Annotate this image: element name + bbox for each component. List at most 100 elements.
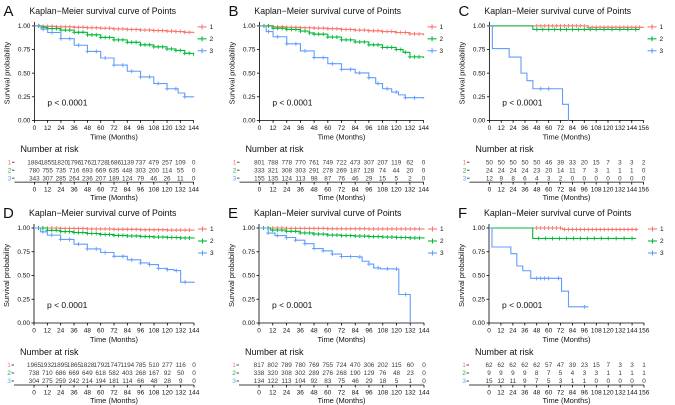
risk-count: 0 [642, 378, 646, 385]
risk-count: 473 [350, 159, 361, 166]
risk-count: 200 [148, 167, 159, 174]
y-tick-label: 0.50 [243, 70, 256, 77]
risk-x-tick-label: 60 [97, 187, 105, 194]
risk-x-tick-label: 108 [591, 390, 602, 397]
risk-count: 710 [42, 370, 53, 377]
risk-x-tick-label: 24 [57, 187, 65, 194]
x-tick-label: 24 [57, 328, 65, 335]
risk-count: 307 [42, 175, 53, 182]
km-panel-d: D Kaplan−Meier survival curve of Points 1.… [0, 202, 225, 405]
km-panel-b: B Kaplan−Meier survival curve of Points 1.… [225, 0, 455, 202]
risk-x-tick-label: 0 [32, 390, 36, 397]
risk-x-tick-label: 144 [419, 390, 430, 397]
survival-curve-3 [489, 25, 570, 121]
risk-count: 0 [606, 378, 610, 385]
x-tick-label: 0 [257, 328, 261, 335]
risk-count: 113 [295, 175, 306, 182]
risk-count: 8 [535, 370, 539, 377]
panel-title: Kaplan−Meier survival curve of Points [254, 208, 402, 218]
km-panel-e: E Kaplan−Meier survival curve of Points 1.… [225, 202, 455, 405]
p-value: p < 0.0001 [47, 300, 88, 310]
risk-count: 124 [122, 175, 133, 182]
risk-count: 722 [336, 159, 347, 166]
x-tick-label: 132 [615, 328, 626, 335]
risk-x-tick-label: 84 [124, 187, 132, 194]
risk-x-tick-label: 144 [626, 187, 637, 194]
risk-count: 113 [281, 378, 292, 385]
risk-x-tick-label: 60 [324, 390, 332, 397]
x-tick-label: 0 [487, 328, 491, 335]
risk-count: 3 [618, 159, 622, 166]
risk-count: 7 [583, 167, 587, 174]
risk-count: 28 [164, 378, 172, 385]
risk-count: 134 [254, 378, 265, 385]
x-tick-label: 144 [189, 328, 200, 335]
risk-count: 268 [336, 370, 347, 377]
risk-count: 46 [352, 378, 360, 385]
x-tick-label: 144 [627, 328, 638, 335]
x-tick-label: 12 [269, 328, 277, 335]
risk-count: 0 [595, 378, 599, 385]
y-axis-label: Survival probability [457, 244, 466, 307]
x-tick-label: 36 [297, 328, 305, 335]
risk-count: 1 [642, 370, 646, 377]
x-tick-label: 24 [283, 328, 291, 335]
risk-count: 15 [485, 378, 493, 385]
risk-count: 7 [547, 370, 551, 377]
panel-title: Kaplan−Meier survival curve of Points [254, 6, 401, 16]
x-tick-label: 36 [71, 125, 79, 132]
y-tick-label: 0.50 [473, 70, 486, 77]
y-axis-label: Survival probability [2, 244, 11, 307]
risk-count: 1895 [54, 362, 69, 369]
risk-count: 62 [406, 159, 414, 166]
risk-count: 338 [254, 370, 265, 377]
risk-count: 76 [338, 175, 346, 182]
risk-x-tick-label: 60 [545, 187, 553, 194]
risk-x-tick-label: 108 [149, 390, 160, 397]
risk-count: 46 [352, 175, 360, 182]
risk-count: 5 [547, 378, 551, 385]
risk-row-label-2: 2 [232, 370, 236, 377]
risk-count: 189 [109, 175, 120, 182]
km-plot-svg-F: F Kaplan−Meier survival curve of Points 1.… [457, 205, 664, 405]
risk-x-tick-label: 24 [510, 187, 518, 194]
risk-count: 669 [69, 370, 80, 377]
risk-count: 618 [95, 370, 106, 377]
x-tick-label: 156 [639, 328, 650, 335]
risk-table-header: Number at risk [245, 144, 304, 154]
risk-row-label-3: 3 [7, 378, 11, 385]
risk-x-tick-label: 12 [44, 187, 52, 194]
x-tick-label: 24 [509, 328, 517, 335]
risk-count: 11 [177, 175, 184, 182]
x-tick-label: 108 [591, 125, 602, 132]
risk-count: 1 [618, 167, 622, 174]
risk-count: 1139 [120, 159, 134, 166]
risk-x-tick-label: 132 [405, 187, 416, 194]
legend-label-1: 1 [210, 24, 214, 31]
x-tick-label: 72 [110, 125, 118, 132]
risk-x-tick-label: 0 [258, 187, 262, 194]
risk-count: 207 [377, 159, 388, 166]
legend-label-1: 1 [440, 24, 444, 31]
risk-row-label-1: 1 [462, 362, 466, 369]
risk-x-tick-label: 36 [297, 390, 305, 397]
panel-title: Kaplan−Meier survival curve of Points [484, 6, 631, 16]
risk-count: 104 [295, 378, 306, 385]
risk-count: 4 [571, 370, 575, 377]
p-value: p < 0.0001 [502, 300, 543, 310]
risk-count: 303 [135, 167, 146, 174]
x-tick-label: 36 [521, 125, 529, 132]
x-tick-label: 96 [581, 125, 589, 132]
risk-row-label-3: 3 [8, 175, 12, 182]
risk-x-tick-label: 84 [569, 187, 577, 194]
risk-row-label-2: 2 [233, 167, 237, 174]
risk-count: 9 [179, 378, 183, 385]
risk-count: 788 [268, 159, 279, 166]
x-tick-label: 72 [557, 125, 565, 132]
risk-count: 259 [55, 378, 66, 385]
risk-count: 277 [162, 362, 173, 369]
risk-x-tick-label: 60 [324, 187, 332, 194]
risk-count: 29 [365, 378, 373, 385]
y-tick-label: 1.00 [473, 23, 486, 30]
x-axis-label: Time (Months) [318, 132, 366, 141]
